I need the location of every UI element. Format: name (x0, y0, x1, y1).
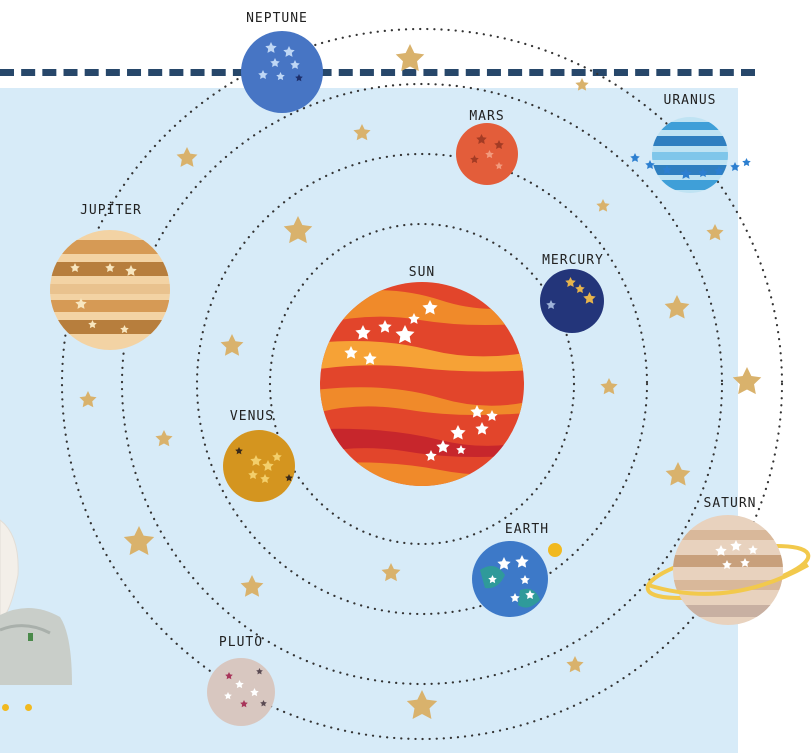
dashed-divider (0, 69, 755, 76)
label-saturn: SATURN (704, 496, 757, 511)
dot-icon (2, 704, 9, 711)
star-icon (395, 44, 425, 72)
earth (472, 541, 562, 617)
star-icon (566, 656, 584, 673)
star-icon (79, 391, 97, 408)
mercury (540, 269, 604, 333)
label-sun: SUN (409, 265, 435, 280)
jupiter (50, 230, 170, 350)
star-icon (220, 334, 244, 356)
orbit-2 (195, 152, 649, 616)
star-icon (406, 690, 438, 719)
dot-icon (25, 704, 32, 711)
label-neptune: NEPTUNE (246, 11, 308, 26)
orbit-4 (60, 27, 784, 741)
star-icon (596, 199, 610, 212)
mars (456, 123, 518, 185)
neptune (241, 31, 323, 113)
label-mars: MARS (469, 109, 504, 124)
saturn (645, 515, 811, 625)
label-venus: VENUS (230, 409, 274, 424)
pluto (207, 658, 275, 726)
star-icon (664, 295, 690, 319)
star-icon (600, 378, 618, 395)
star-icon (240, 575, 264, 597)
label-mercury: MERCURY (542, 253, 604, 268)
label-jupiter: JUPİTER (80, 202, 142, 218)
orbit-3 (120, 82, 724, 686)
star-icon (732, 367, 762, 395)
venus (223, 430, 295, 502)
uranus (630, 117, 751, 193)
label-earth: EARTH (505, 522, 549, 537)
star-icon (353, 124, 371, 141)
orbits (60, 27, 784, 741)
star-icon (706, 224, 724, 241)
star-icon (381, 563, 401, 582)
star-icon (283, 216, 313, 244)
label-pluto: PLUTO (219, 635, 263, 650)
sun (320, 282, 524, 486)
star-icon (665, 462, 691, 486)
dot-row (2, 696, 48, 715)
star-icon (123, 526, 155, 555)
star-icon (155, 430, 173, 447)
star-icon (575, 78, 589, 91)
moon (548, 543, 562, 557)
person-photo (0, 505, 75, 685)
star-icon (176, 147, 198, 167)
orbit-1 (268, 222, 576, 546)
label-uranus: URANUS (664, 93, 717, 108)
